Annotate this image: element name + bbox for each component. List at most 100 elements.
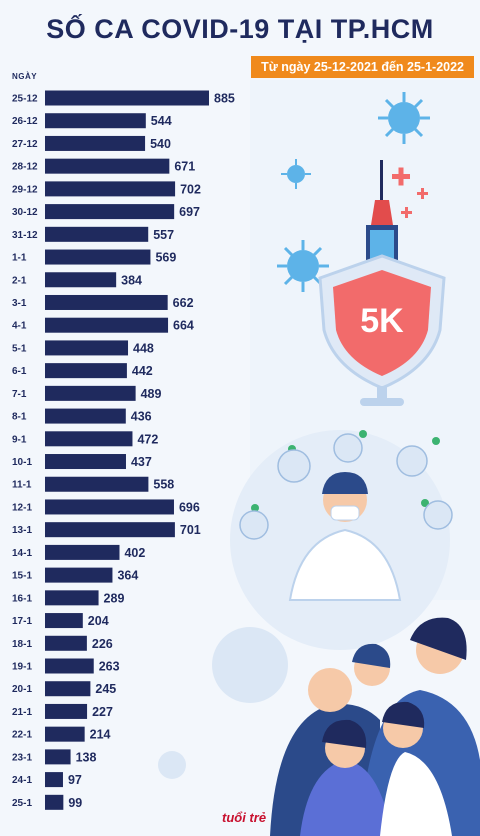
page-title: SỐ CA COVID-19 TẠI TP.HCM xyxy=(46,14,434,44)
category-label: 21-1 xyxy=(12,707,32,718)
value-label: 442 xyxy=(132,364,153,378)
value-label: 664 xyxy=(173,319,194,333)
value-label: 558 xyxy=(153,478,174,492)
avatar-icon xyxy=(277,449,311,483)
value-label: 662 xyxy=(173,296,194,310)
category-label: 25-1 xyxy=(12,798,32,809)
category-label: 18-1 xyxy=(12,639,32,650)
virus-icon xyxy=(281,159,311,189)
value-label: 289 xyxy=(104,591,125,605)
bar xyxy=(45,522,175,538)
plus-icon xyxy=(392,167,428,218)
value-label: 402 xyxy=(124,546,145,560)
bar xyxy=(45,317,169,333)
avatar-icon xyxy=(396,445,428,477)
value-label: 671 xyxy=(174,160,195,174)
bar xyxy=(45,499,174,515)
category-label: 23-1 xyxy=(12,752,32,763)
shield-text: 5K xyxy=(360,302,404,340)
bar xyxy=(45,772,63,788)
value-label: 436 xyxy=(131,410,152,424)
category-label: 8-1 xyxy=(12,412,27,423)
category-label: 17-1 xyxy=(12,616,32,627)
bar xyxy=(45,272,117,288)
value-label: 569 xyxy=(155,251,176,265)
category-label: 31-12 xyxy=(12,230,38,241)
bar xyxy=(45,249,151,265)
bar xyxy=(45,363,127,379)
value-label: 384 xyxy=(121,273,142,287)
bar xyxy=(45,476,149,492)
value-label: 214 xyxy=(90,728,111,742)
category-label: 25-12 xyxy=(12,94,38,105)
category-label: 9-1 xyxy=(12,434,27,445)
bar xyxy=(45,726,85,742)
doctor-icon xyxy=(288,472,402,601)
value-label: 472 xyxy=(137,432,158,446)
bar xyxy=(45,749,71,765)
bar xyxy=(45,408,126,424)
value-label: 885 xyxy=(214,92,235,106)
value-label: 263 xyxy=(99,660,120,674)
shield-icon: 5K xyxy=(318,254,446,406)
category-label: 10-1 xyxy=(12,457,32,468)
value-label: 437 xyxy=(131,455,152,469)
bar xyxy=(45,181,176,197)
bar xyxy=(45,567,113,583)
value-label: 540 xyxy=(150,137,171,151)
bar xyxy=(45,544,120,560)
category-label: 30-12 xyxy=(12,207,38,218)
category-label: 28-12 xyxy=(12,162,38,173)
virus-icon xyxy=(158,751,186,779)
category-label: 27-12 xyxy=(12,139,38,150)
bar xyxy=(45,90,209,106)
value-label: 702 xyxy=(180,182,201,196)
bar xyxy=(45,340,129,356)
bar xyxy=(45,204,175,220)
bar xyxy=(45,226,149,242)
value-label: 99 xyxy=(68,796,82,810)
date-range-badge: Từ ngày 25-12-2021 đến 25-1-2022 xyxy=(251,56,474,78)
bar xyxy=(45,454,126,470)
bar xyxy=(45,635,87,651)
category-label: 12-1 xyxy=(12,502,32,513)
category-label: 2-1 xyxy=(12,275,27,286)
bar xyxy=(45,113,146,129)
category-label: 6-1 xyxy=(12,366,27,377)
category-label: 3-1 xyxy=(12,298,27,309)
category-label: 22-1 xyxy=(12,730,32,741)
value-label: 245 xyxy=(95,682,116,696)
bar xyxy=(45,613,83,629)
bar xyxy=(45,590,99,606)
value-label: 138 xyxy=(76,750,97,764)
virus-icon xyxy=(378,92,430,144)
category-label: 26-12 xyxy=(12,116,38,127)
category-label: 29-12 xyxy=(12,184,38,195)
virus-icon xyxy=(277,240,329,292)
crowd-icon xyxy=(270,617,480,836)
bar xyxy=(45,135,146,151)
category-label: 16-1 xyxy=(12,593,32,604)
category-label: 7-1 xyxy=(12,389,27,400)
value-label: 204 xyxy=(88,614,109,628)
category-label: 24-1 xyxy=(12,775,32,786)
bar xyxy=(45,681,91,697)
category-label: 20-1 xyxy=(12,684,32,695)
category-label: 15-1 xyxy=(12,571,32,582)
bar xyxy=(45,385,136,401)
logo: tuổi trẻ xyxy=(222,810,267,825)
value-label: 226 xyxy=(92,637,113,651)
value-label: 701 xyxy=(180,523,201,537)
bar xyxy=(45,294,168,310)
value-label: 227 xyxy=(92,705,113,719)
category-label: 14-1 xyxy=(12,548,32,559)
y-axis-label: NGÀY xyxy=(12,72,38,81)
virus-icon xyxy=(212,627,288,703)
value-label: 696 xyxy=(179,500,200,514)
avatar-icon xyxy=(239,510,269,540)
avatar-icon xyxy=(333,433,363,463)
category-label: 4-1 xyxy=(12,321,27,332)
bar xyxy=(45,703,88,719)
